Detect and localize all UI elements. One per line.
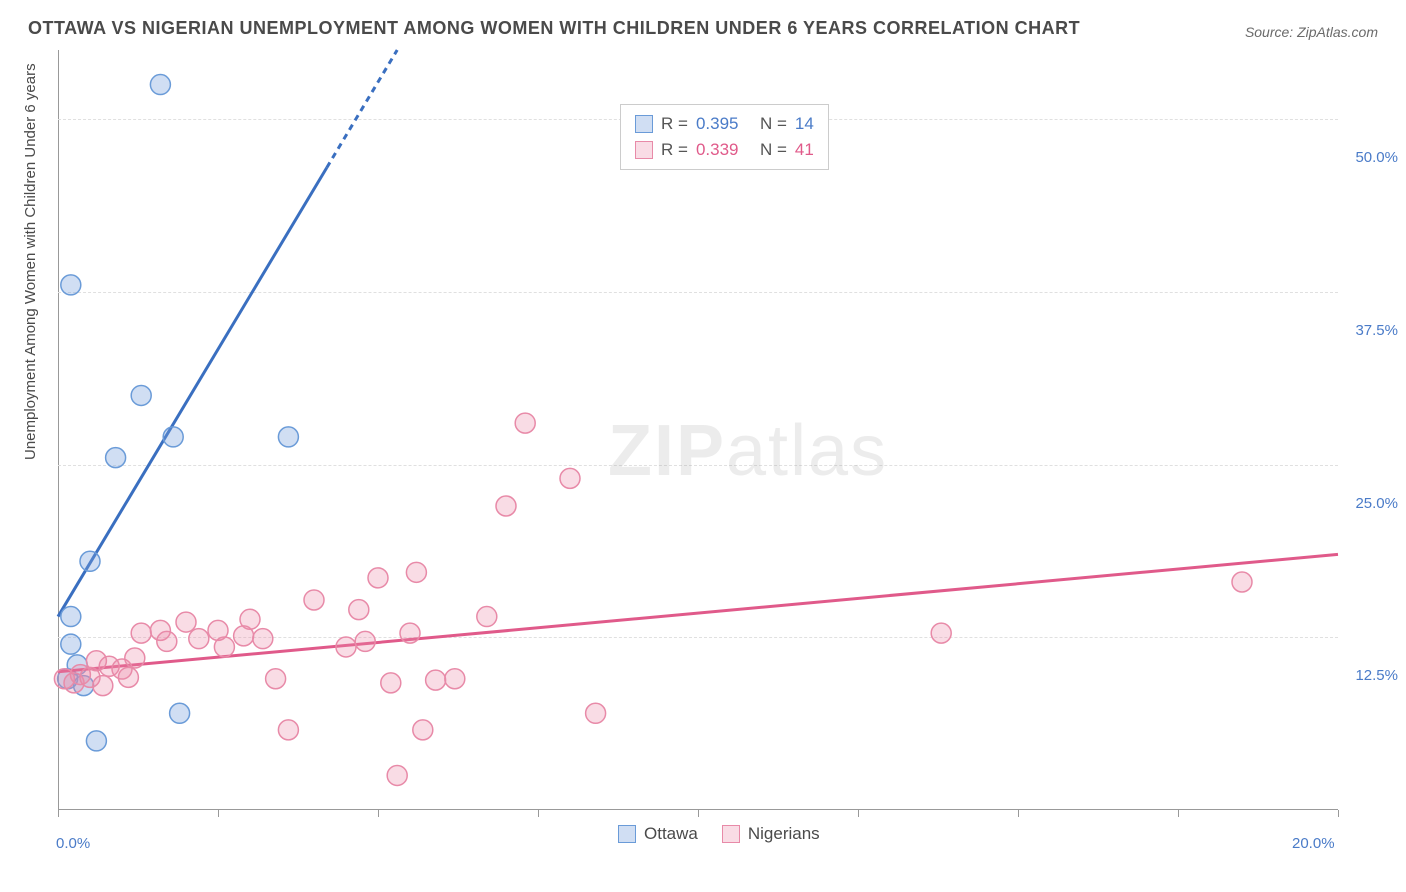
data-point bbox=[445, 669, 465, 689]
y-tick-label: 12.5% bbox=[1355, 667, 1398, 684]
legend-label: Nigerians bbox=[748, 824, 820, 844]
data-point bbox=[118, 667, 138, 687]
data-point bbox=[496, 496, 516, 516]
x-tick-label: 0.0% bbox=[56, 835, 90, 852]
data-point bbox=[106, 448, 126, 468]
data-point bbox=[131, 623, 151, 643]
data-point bbox=[86, 731, 106, 751]
x-tick bbox=[858, 810, 859, 817]
legend-series: Ottawa Nigerians bbox=[618, 824, 820, 844]
legend-swatch bbox=[618, 825, 636, 843]
n-value: 41 bbox=[795, 137, 814, 163]
n-value: 14 bbox=[795, 111, 814, 137]
legend-item: Ottawa bbox=[618, 824, 698, 844]
legend-label: Ottawa bbox=[644, 824, 698, 844]
data-point bbox=[240, 609, 260, 629]
data-point bbox=[515, 413, 535, 433]
data-point bbox=[163, 427, 183, 447]
data-point bbox=[586, 703, 606, 723]
data-point bbox=[176, 612, 196, 632]
n-label: N = bbox=[760, 137, 787, 163]
data-point bbox=[336, 637, 356, 657]
x-tick bbox=[1178, 810, 1179, 817]
y-axis-title: Unemployment Among Women with Children U… bbox=[22, 63, 39, 460]
data-point bbox=[368, 568, 388, 588]
data-point bbox=[278, 427, 298, 447]
chart-title: OTTAWA VS NIGERIAN UNEMPLOYMENT AMONG WO… bbox=[28, 18, 1080, 39]
data-point bbox=[560, 468, 580, 488]
x-tick bbox=[538, 810, 539, 817]
data-point bbox=[170, 703, 190, 723]
legend-item: Nigerians bbox=[722, 824, 820, 844]
legend-stats-row: R = 0.339 N = 41 bbox=[635, 137, 814, 163]
regression-line-dashed bbox=[327, 50, 397, 168]
x-tick bbox=[1018, 810, 1019, 817]
y-tick-label: 50.0% bbox=[1355, 149, 1398, 166]
y-tick-label: 25.0% bbox=[1355, 495, 1398, 512]
x-tick bbox=[1338, 810, 1339, 817]
data-point bbox=[61, 275, 81, 295]
x-tick bbox=[58, 810, 59, 817]
data-point bbox=[214, 637, 234, 657]
data-point bbox=[93, 676, 113, 696]
data-point bbox=[426, 670, 446, 690]
data-point bbox=[400, 623, 420, 643]
data-point bbox=[125, 648, 145, 668]
data-point bbox=[381, 673, 401, 693]
data-point bbox=[304, 590, 324, 610]
data-point bbox=[157, 631, 177, 651]
data-point bbox=[150, 75, 170, 95]
r-value: 0.395 bbox=[696, 111, 752, 137]
legend-stats: R = 0.395 N = 14 R = 0.339 N = 41 bbox=[620, 104, 829, 170]
source-attribution: Source: ZipAtlas.com bbox=[1245, 24, 1378, 40]
legend-stats-row: R = 0.395 N = 14 bbox=[635, 111, 814, 137]
data-point bbox=[477, 607, 497, 627]
data-point bbox=[406, 562, 426, 582]
x-tick bbox=[218, 810, 219, 817]
data-point bbox=[349, 600, 369, 620]
y-tick-label: 37.5% bbox=[1355, 322, 1398, 339]
data-point bbox=[80, 551, 100, 571]
data-point bbox=[387, 765, 407, 785]
data-point bbox=[355, 631, 375, 651]
legend-swatch bbox=[635, 141, 653, 159]
data-point bbox=[131, 385, 151, 405]
legend-swatch bbox=[635, 115, 653, 133]
data-point bbox=[61, 607, 81, 627]
r-label: R = bbox=[661, 137, 688, 163]
data-point bbox=[61, 634, 81, 654]
data-point bbox=[413, 720, 433, 740]
x-tick bbox=[698, 810, 699, 817]
data-point bbox=[278, 720, 298, 740]
data-point bbox=[931, 623, 951, 643]
data-point bbox=[266, 669, 286, 689]
x-tick-label: 20.0% bbox=[1292, 835, 1335, 852]
n-label: N = bbox=[760, 111, 787, 137]
legend-swatch bbox=[722, 825, 740, 843]
data-point bbox=[253, 629, 273, 649]
data-point bbox=[189, 629, 209, 649]
chart-area: 12.5%25.0%37.5%50.0% 0.0%20.0% ZIPatlas … bbox=[58, 50, 1338, 850]
data-point bbox=[1232, 572, 1252, 592]
r-value: 0.339 bbox=[696, 137, 752, 163]
regression-line bbox=[58, 168, 327, 617]
x-tick bbox=[378, 810, 379, 817]
r-label: R = bbox=[661, 111, 688, 137]
